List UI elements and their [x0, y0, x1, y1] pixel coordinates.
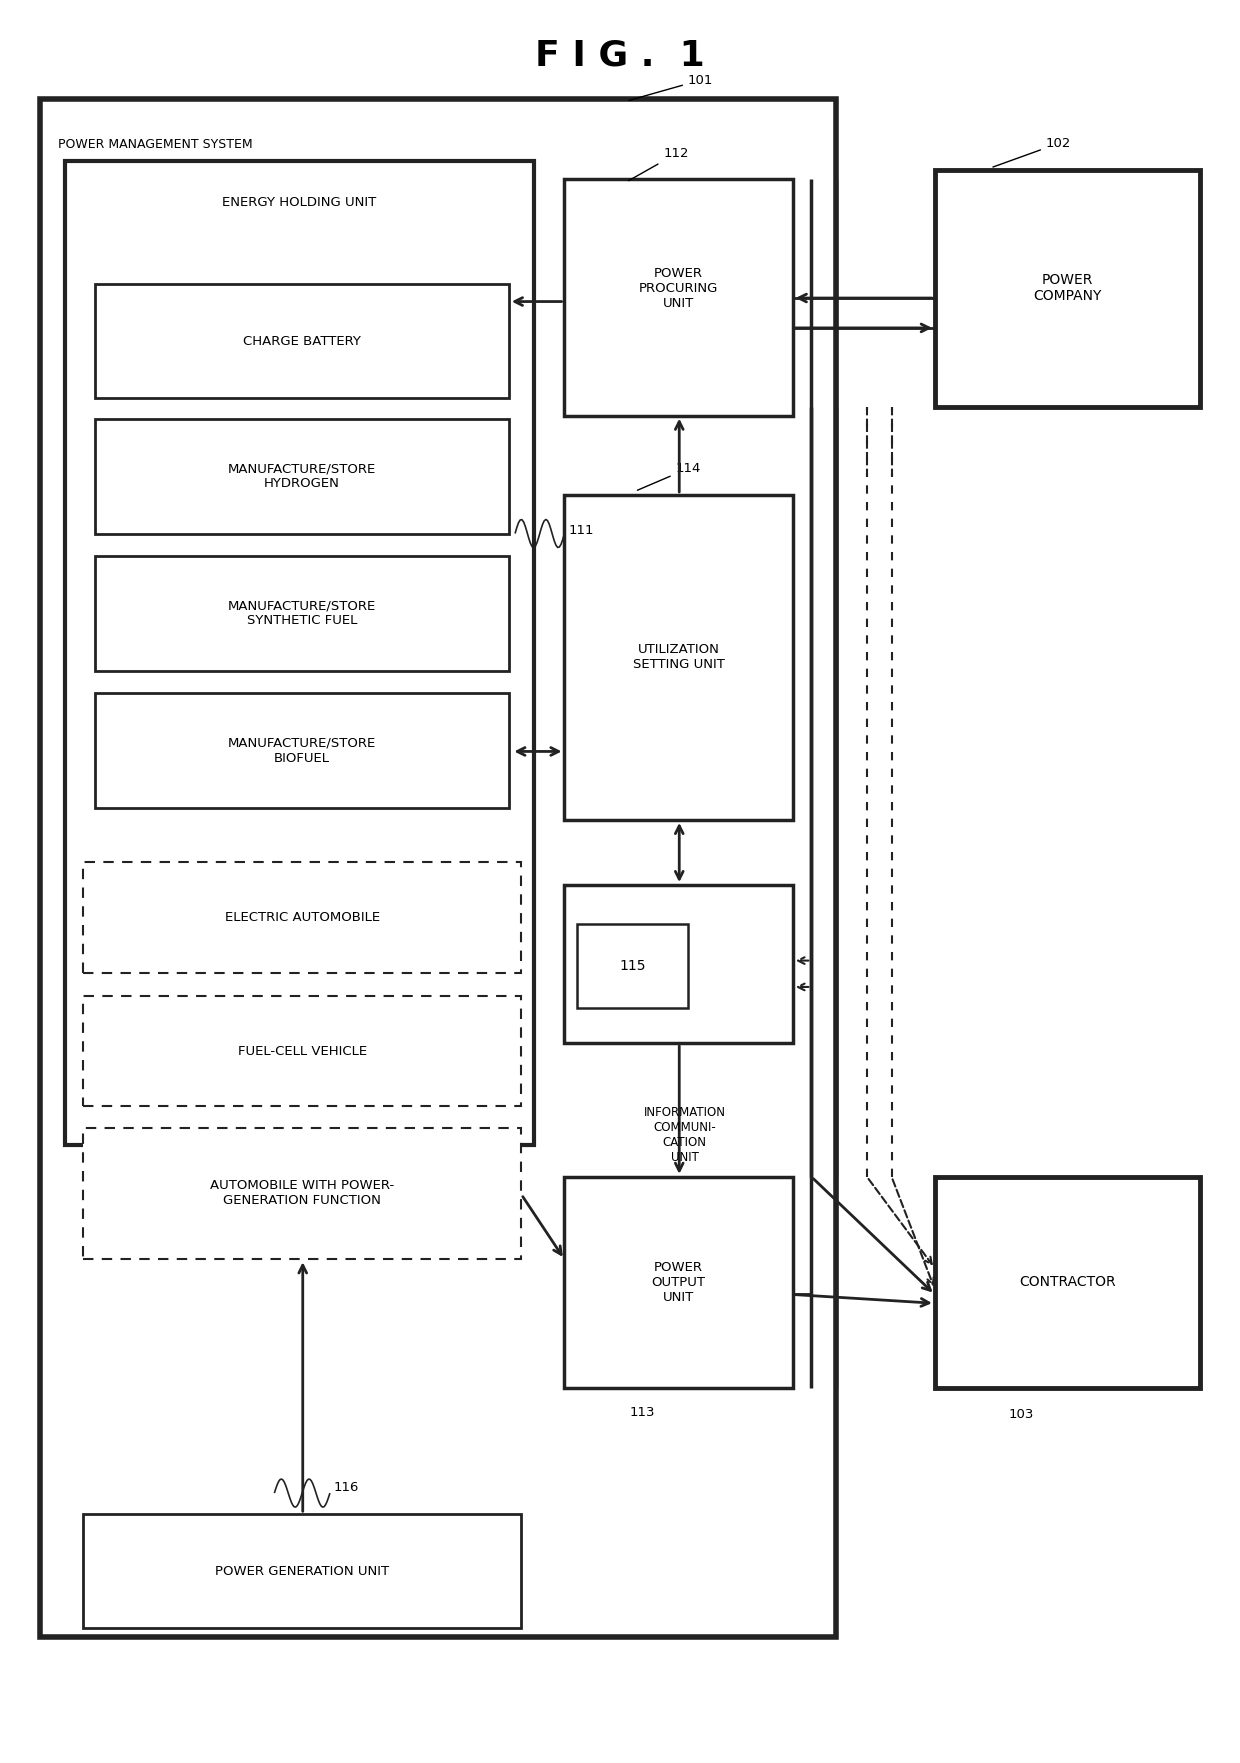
Bar: [564, 495, 792, 820]
Text: 103: 103: [1009, 1407, 1034, 1421]
Bar: [564, 1176, 792, 1387]
Bar: [95, 557, 508, 670]
Text: MANUFACTURE/STORE
HYDROGEN: MANUFACTURE/STORE HYDROGEN: [228, 462, 376, 490]
Text: 101: 101: [629, 74, 713, 100]
Text: POWER GENERATION UNIT: POWER GENERATION UNIT: [215, 1566, 389, 1578]
Bar: [83, 862, 521, 973]
Text: MANUFACTURE/STORE
SYNTHETIC FUEL: MANUFACTURE/STORE SYNTHETIC FUEL: [228, 599, 376, 628]
Bar: [577, 924, 688, 1008]
Text: 116: 116: [334, 1481, 360, 1495]
Text: ELECTRIC AUTOMOBILE: ELECTRIC AUTOMOBILE: [224, 911, 379, 924]
Bar: [564, 885, 792, 1044]
Text: UTILIZATION
SETTING UNIT: UTILIZATION SETTING UNIT: [632, 643, 724, 672]
Bar: [83, 1514, 521, 1629]
Text: CONTRACTOR: CONTRACTOR: [1019, 1275, 1116, 1289]
Bar: [935, 169, 1200, 407]
Bar: [64, 160, 533, 1146]
Text: 111: 111: [568, 524, 594, 536]
Bar: [95, 420, 508, 534]
Text: 113: 113: [630, 1405, 656, 1419]
Text: POWER
COMPANY: POWER COMPANY: [1033, 273, 1101, 303]
Text: FUEL-CELL VEHICLE: FUEL-CELL VEHICLE: [238, 1045, 367, 1058]
Bar: [83, 1128, 521, 1259]
Text: MANUFACTURE/STORE
BIOFUEL: MANUFACTURE/STORE BIOFUEL: [228, 737, 376, 765]
Text: F I G .  1: F I G . 1: [536, 39, 704, 72]
Bar: [83, 996, 521, 1107]
Text: 115: 115: [619, 959, 646, 973]
Text: AUTOMOBILE WITH POWER-
GENERATION FUNCTION: AUTOMOBILE WITH POWER- GENERATION FUNCTI…: [210, 1179, 394, 1208]
Bar: [95, 284, 508, 398]
Text: POWER
OUTPUT
UNIT: POWER OUTPUT UNIT: [652, 1261, 706, 1303]
Bar: [564, 178, 792, 416]
Text: 114: 114: [637, 462, 701, 490]
Bar: [95, 693, 508, 807]
Bar: [935, 1176, 1200, 1387]
Text: 112: 112: [629, 148, 688, 180]
Text: INFORMATION
COMMUNI-
CATION
UNIT: INFORMATION COMMUNI- CATION UNIT: [644, 1105, 725, 1164]
Text: ENERGY HOLDING UNIT: ENERGY HOLDING UNIT: [222, 196, 376, 210]
Text: POWER MANAGEMENT SYSTEM: POWER MANAGEMENT SYSTEM: [58, 138, 253, 152]
Text: CHARGE BATTERY: CHARGE BATTERY: [243, 335, 361, 347]
Text: POWER
PROCURING
UNIT: POWER PROCURING UNIT: [639, 266, 718, 310]
Text: 102: 102: [993, 138, 1071, 167]
Bar: [40, 99, 836, 1638]
